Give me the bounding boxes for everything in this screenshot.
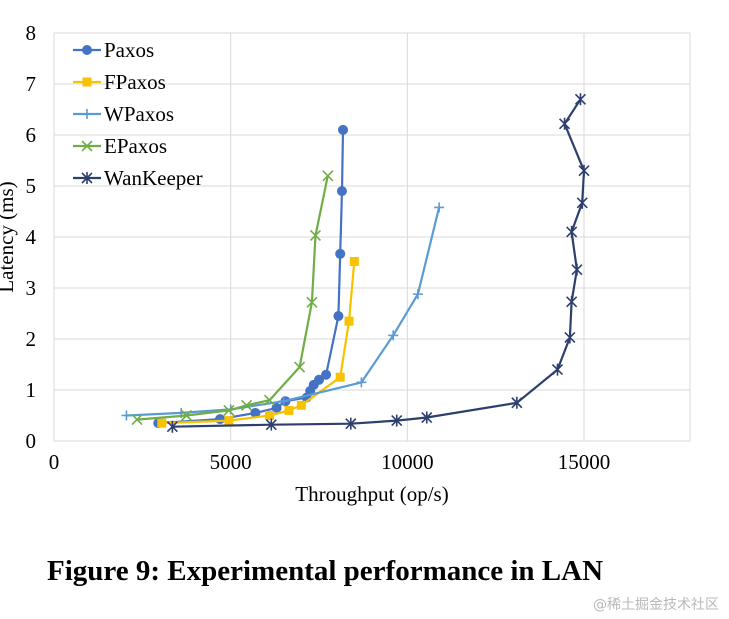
y-axis-title: Latency (ms) — [0, 181, 18, 292]
wankeeper-point — [576, 196, 588, 209]
fpaxos-point — [265, 411, 275, 420]
paxos-point — [338, 124, 349, 135]
wpaxos-point — [434, 202, 445, 213]
legend-label-paxos: Paxos — [104, 38, 154, 62]
legend-marker-wpaxos — [82, 109, 92, 119]
watermark: @稀土掘金技术社区 — [593, 597, 719, 613]
fpaxos-point — [335, 372, 345, 382]
legend-marker-epaxos — [81, 140, 93, 152]
y-tick-label: 4 — [26, 225, 37, 249]
wankeeper-point — [566, 295, 578, 308]
paxos-point — [321, 369, 332, 380]
chart: 0 5000 10000 15000 0 1 2 3 4 5 6 7 8 Throughput (op/… — [0, 21, 691, 506]
legend-item-fpaxos: FPaxos — [73, 70, 166, 94]
paxos-point — [335, 248, 346, 259]
y-tick-label: 1 — [26, 378, 37, 402]
legend-marker-wankeeper — [81, 172, 93, 184]
x-tick-label: 10000 — [381, 450, 434, 474]
legend-item-epaxos: EPaxos — [73, 134, 167, 158]
wpaxos-point — [412, 289, 423, 300]
wankeeper-point — [571, 263, 583, 276]
epaxos-point — [294, 361, 306, 373]
epaxos-point — [309, 229, 322, 242]
wankeeper-point — [511, 396, 523, 409]
series-fpaxos — [157, 256, 359, 428]
wpaxos-point — [121, 410, 132, 421]
fpaxos-point — [344, 316, 354, 326]
wankeeper-point — [265, 418, 277, 431]
wankeeper-point — [564, 331, 576, 344]
legend-label-epaxos: EPaxos — [104, 134, 167, 158]
y-tick-label: 7 — [26, 72, 37, 96]
x-tick-label: 0 — [49, 450, 60, 474]
wpaxos-point — [356, 377, 367, 388]
y-tick-label: 8 — [26, 21, 37, 45]
legend-label-wpaxos: WPaxos — [104, 102, 174, 126]
wpaxos-point — [388, 330, 399, 341]
fpaxos-point — [296, 400, 306, 410]
wankeeper-point — [551, 363, 564, 376]
wankeeper-point — [345, 417, 357, 430]
y-tick-label: 3 — [26, 276, 37, 300]
legend-marker-paxos — [82, 45, 92, 55]
wankeeper-point — [578, 164, 590, 177]
x-axis-title: Throughput (op/s) — [295, 482, 448, 506]
y-tick-label: 6 — [26, 123, 37, 147]
paxos-point — [314, 374, 324, 385]
epaxos-point — [322, 170, 334, 182]
figure-caption: Figure 9: Experimental performance in LA… — [47, 555, 604, 587]
axis-ticks: 0 5000 10000 15000 0 1 2 3 4 5 6 7 8 — [26, 21, 611, 474]
wankeeper-point — [421, 411, 433, 424]
wankeeper-point — [559, 117, 571, 130]
wankeeper-point — [574, 93, 587, 106]
series-wankeeper — [166, 93, 590, 433]
series-paxos — [153, 124, 349, 429]
x-tick-label: 5000 — [210, 450, 252, 474]
epaxos-point — [306, 296, 318, 308]
legend-marker-fpaxos — [82, 77, 92, 87]
fpaxos-point — [284, 405, 294, 415]
legend-item-paxos: Paxos — [73, 38, 154, 62]
wankeeper-point — [566, 225, 578, 238]
y-tick-label: 5 — [26, 174, 37, 198]
y-tick-label: 0 — [26, 429, 37, 453]
y-tick-label: 2 — [26, 327, 37, 351]
series-layer — [121, 93, 590, 433]
series-epaxos — [131, 170, 334, 426]
fpaxos-line — [161, 261, 356, 425]
legend-label-fpaxos: FPaxos — [104, 70, 166, 94]
x-tick-label: 15000 — [558, 450, 611, 474]
fpaxos-point — [157, 418, 167, 428]
grid — [54, 32, 690, 441]
legend-label-wankeeper: WanKeeper — [104, 166, 203, 190]
legend-item-wpaxos: WPaxos — [73, 102, 174, 126]
paxos-point — [336, 186, 347, 197]
fpaxos-point — [349, 256, 359, 266]
epaxos-point — [180, 409, 193, 422]
wankeeper-point — [391, 414, 403, 427]
paxos-point — [333, 311, 344, 322]
wpaxos-point — [278, 396, 289, 407]
epaxos-point — [241, 399, 253, 411]
epaxos-point — [223, 404, 235, 416]
epaxos-point — [131, 414, 143, 426]
fpaxos-point — [224, 416, 234, 426]
paxos-point — [215, 414, 226, 425]
wankeeper-point — [166, 420, 178, 433]
epaxos-point — [263, 394, 276, 406]
legend-item-wankeeper: WanKeeper — [73, 166, 203, 190]
legend: Paxos FPaxos WPaxos EPaxos WanKeeper — [73, 38, 203, 190]
